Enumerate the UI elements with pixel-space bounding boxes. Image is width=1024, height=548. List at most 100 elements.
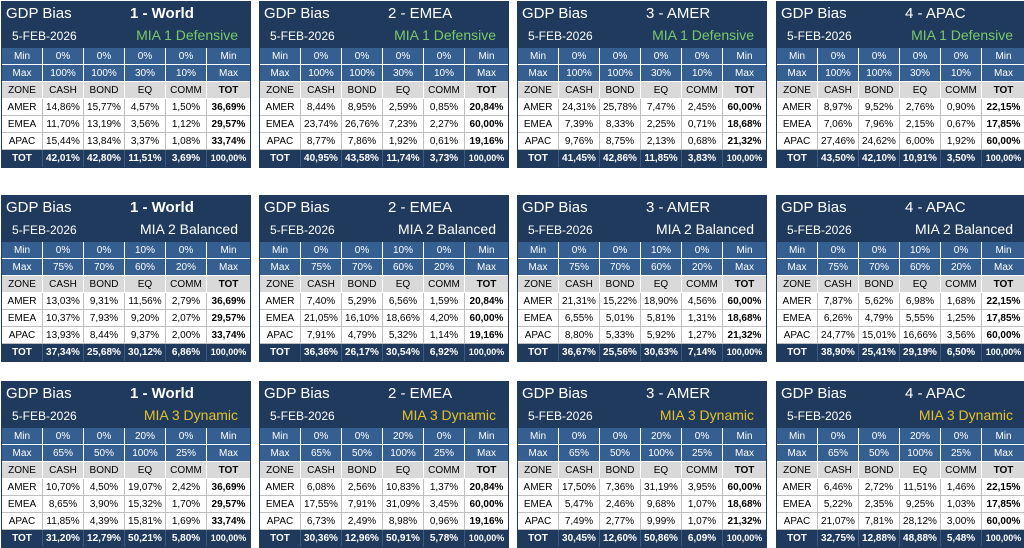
allocation-panel: GDP Bias 2 - EMEA 5-FEB-2026 MIA 3 Dynamic M… xyxy=(259,381,509,548)
allocation-value: 18,68% xyxy=(723,116,766,133)
allocation-value: 17,85% xyxy=(982,310,1024,327)
allocation-value: 0,85% xyxy=(424,99,465,116)
min-limit-cell: Min xyxy=(2,242,43,259)
total-cell: 7,14% xyxy=(682,344,723,361)
allocation-value: 5,32% xyxy=(383,327,424,344)
allocation-value: 1,46% xyxy=(941,479,982,496)
column-header-cell: ZONE xyxy=(2,82,43,99)
allocation-value: 8,65% xyxy=(43,496,84,513)
min-limit-cell: Min xyxy=(982,48,1024,65)
max-limit-cell: 60% xyxy=(125,259,166,276)
column-header-cell: CASH xyxy=(301,82,342,99)
column-header-cell: TOT xyxy=(207,462,250,479)
total-cell: 42,86% xyxy=(600,150,641,167)
total-cell: 100,00% xyxy=(982,150,1024,167)
zone-label: APAC xyxy=(777,133,818,150)
total-cell: 5,48% xyxy=(941,530,982,547)
allocation-value: 23,74% xyxy=(301,116,342,133)
total-cell: 11,51% xyxy=(125,150,166,167)
min-limit-cell: Min xyxy=(207,48,250,65)
total-cell: 100,00% xyxy=(723,344,766,361)
allocation-value: 29,57% xyxy=(207,310,250,327)
max-limit-cell: 75% xyxy=(43,259,84,276)
min-limit-cell: Min xyxy=(465,242,508,259)
total-cell: 100,00% xyxy=(723,530,766,547)
allocation-value: 26,76% xyxy=(342,116,383,133)
total-cell: 32,75% xyxy=(818,530,859,547)
min-limit-cell: 0% xyxy=(424,48,465,65)
total-cell: TOT xyxy=(260,344,301,361)
max-limit-cell: 65% xyxy=(559,445,600,462)
total-cell: TOT xyxy=(260,530,301,547)
column-header-cell: COMM xyxy=(941,462,982,479)
zone-label: AMER xyxy=(260,99,301,116)
allocation-value: 29,57% xyxy=(207,496,250,513)
allocation-value: 8,95% xyxy=(342,99,383,116)
total-cell: TOT xyxy=(777,530,818,547)
allocation-table: Min 0% 0% 20% 0% Min Max 65% 50% 100% 25% Max ZONE CA… xyxy=(777,428,1024,547)
allocation-value: 20,84% xyxy=(465,479,508,496)
profile-name: MIA 2 Balanced xyxy=(397,221,496,237)
total-cell: 3,50% xyxy=(941,150,982,167)
zone-label: APAC xyxy=(260,133,301,150)
max-limit-cell: 60% xyxy=(383,259,424,276)
max-limit-cell: Max xyxy=(723,65,766,82)
max-limit-cell: Max xyxy=(465,445,508,462)
max-limit-cell: Max xyxy=(207,259,250,276)
allocation-value: 6,26% xyxy=(818,310,859,327)
allocation-value: 18,66% xyxy=(383,310,424,327)
allocation-value: 21,31% xyxy=(559,293,600,310)
allocation-value: 9,37% xyxy=(125,327,166,344)
allocation-value: 4,79% xyxy=(342,327,383,344)
zone-label: AMER xyxy=(2,293,43,310)
panel-header: GDP Bias 3 - AMER 5-FEB-2026 MIA 2 Balanced xyxy=(518,196,766,242)
max-limit-cell: 100% xyxy=(43,65,84,82)
region-title: 2 - EMEA xyxy=(388,385,453,402)
max-limit-cell: 50% xyxy=(859,445,900,462)
allocation-table: Min 0% 0% 20% 0% Min Max 65% 50% 100% 25% Max ZONE CA… xyxy=(2,428,250,547)
report-date: 5-FEB-2026 xyxy=(12,223,77,237)
allocation-panel: GDP Bias 2 - EMEA 5-FEB-2026 MIA 2 Balanced… xyxy=(259,195,509,362)
region-title: 4 - APAC xyxy=(905,5,966,22)
allocation-value: 29,57% xyxy=(207,116,250,133)
allocation-value: 7,81% xyxy=(859,513,900,530)
allocation-panel: GDP Bias 4 - APAC 5-FEB-2026 MIA 1 Defensiv… xyxy=(776,1,1024,168)
total-cell: 25,68% xyxy=(84,344,125,361)
bias-label: GDP Bias xyxy=(781,385,847,402)
profile-name: MIA 3 Dynamic xyxy=(659,407,754,423)
total-cell: TOT xyxy=(777,150,818,167)
allocation-value: 20,84% xyxy=(465,99,508,116)
bias-label: GDP Bias xyxy=(6,385,72,402)
total-cell: 100,00% xyxy=(723,150,766,167)
column-header-cell: COMM xyxy=(682,276,723,293)
allocation-value: 60,00% xyxy=(465,310,508,327)
total-cell: 3,73% xyxy=(424,150,465,167)
column-header-cell: ZONE xyxy=(777,276,818,293)
total-cell: 30,63% xyxy=(641,344,682,361)
report-date: 5-FEB-2026 xyxy=(787,29,852,43)
total-cell: TOT xyxy=(518,150,559,167)
bias-label: GDP Bias xyxy=(522,199,588,216)
max-limit-cell: Max xyxy=(260,65,301,82)
allocation-value: 2,79% xyxy=(166,293,207,310)
allocation-value: 10,70% xyxy=(43,479,84,496)
column-header-cell: BOND xyxy=(600,462,641,479)
column-header-cell: ZONE xyxy=(260,82,301,99)
allocation-value: 15,32% xyxy=(125,496,166,513)
allocation-value: 1,68% xyxy=(941,293,982,310)
column-header-cell: TOT xyxy=(982,462,1024,479)
allocation-value: 33,74% xyxy=(207,327,250,344)
allocation-value: 0,67% xyxy=(941,116,982,133)
allocation-panel: GDP Bias 1 - World 5-FEB-2026 MIA 2 Balance… xyxy=(1,195,251,362)
allocation-value: 4,56% xyxy=(682,293,723,310)
allocation-value: 13,84% xyxy=(84,133,125,150)
allocation-value: 8,80% xyxy=(559,327,600,344)
column-header-cell: TOT xyxy=(465,276,508,293)
allocation-value: 9,25% xyxy=(900,496,941,513)
min-limit-cell: Min xyxy=(207,242,250,259)
allocation-value: 17,85% xyxy=(982,116,1024,133)
allocation-value: 21,32% xyxy=(723,513,766,530)
column-header-cell: BOND xyxy=(859,462,900,479)
total-cell: 11,85% xyxy=(641,150,682,167)
max-limit-cell: 75% xyxy=(818,259,859,276)
